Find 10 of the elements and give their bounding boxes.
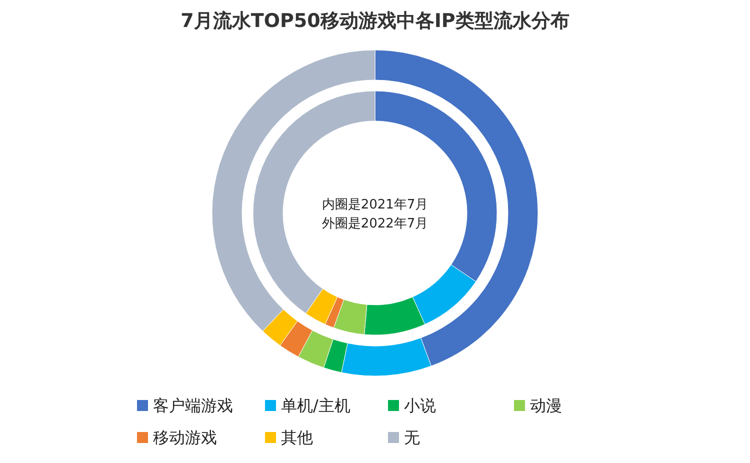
text: 外圈是2022年7月 [322,216,428,232]
chart-title: 7月流水TOP50移动游戏中各IP类型流水分布 [180,10,570,32]
text: 内圈是2021年7月 [322,198,428,212]
legend-label: 其他 [281,428,313,447]
legend-label: 移动游戏 [153,428,217,447]
legend-label: 客户端游戏 [153,396,233,415]
legend-label: 无 [404,428,420,447]
legend-label: 小说 [404,396,436,415]
legend-label: 动漫 [530,396,562,415]
legend-label: 单机/主机 [281,396,350,415]
